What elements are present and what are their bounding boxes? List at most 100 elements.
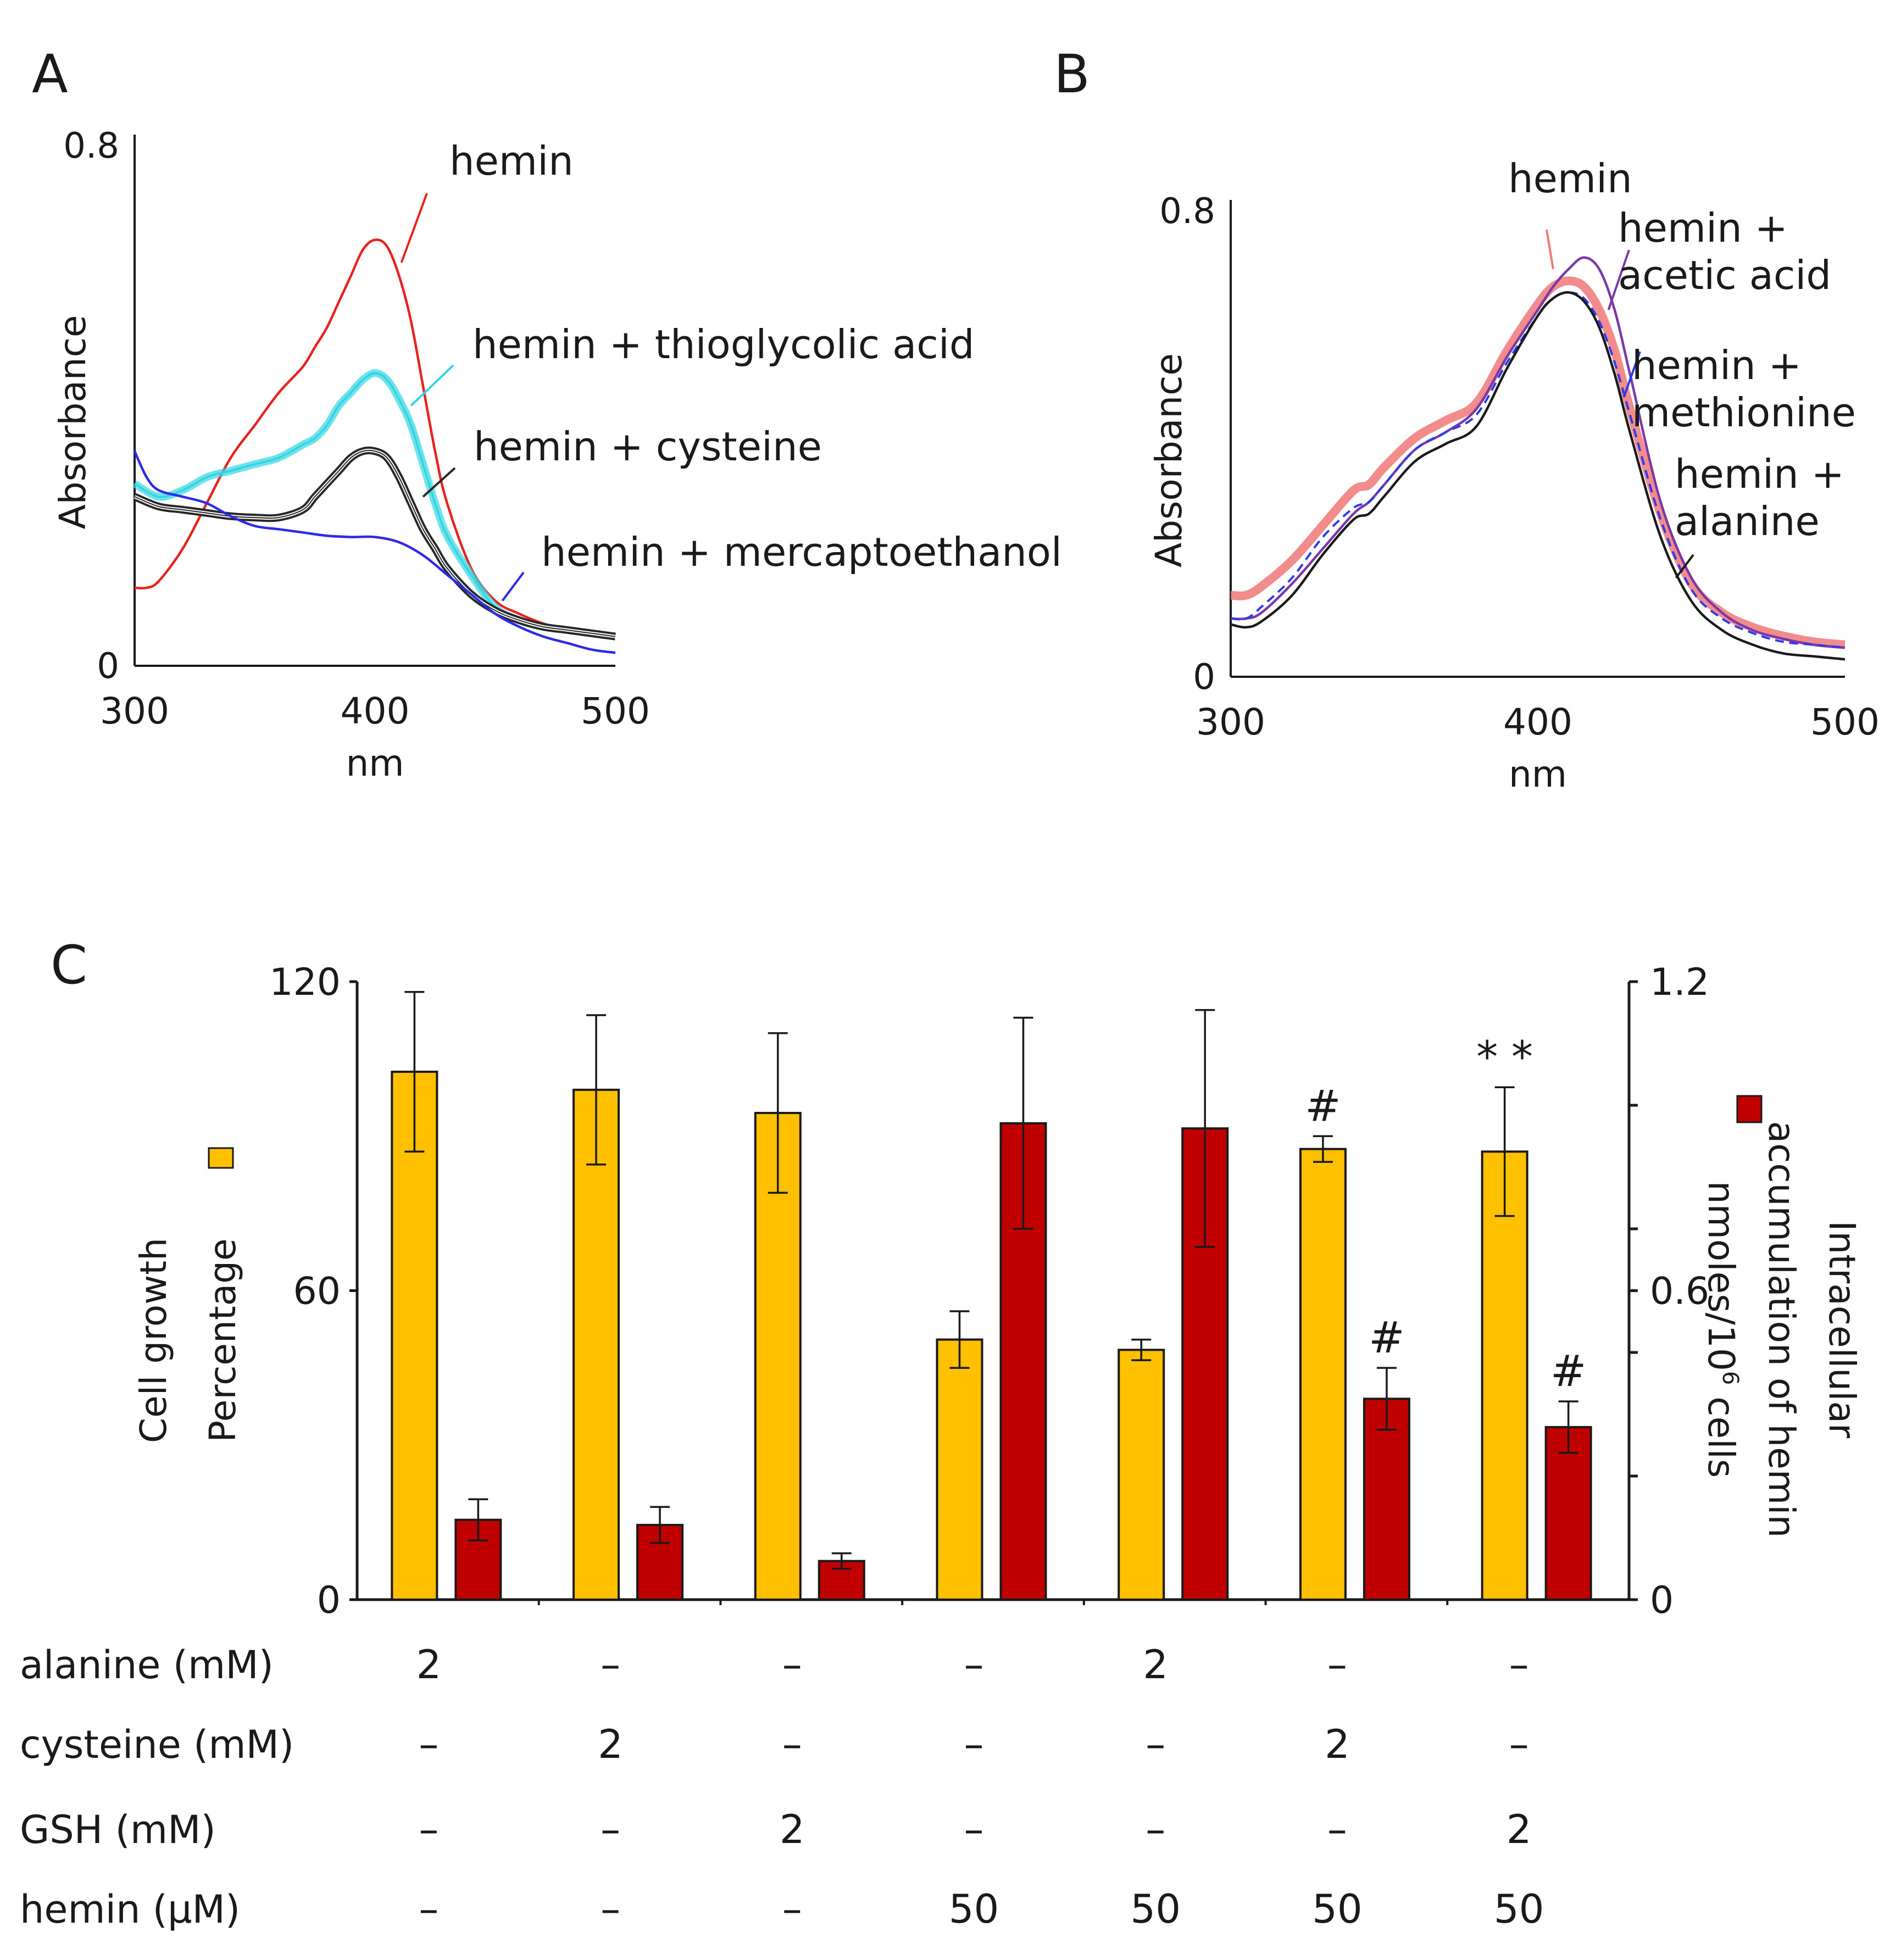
unit-text: cells [1700, 1385, 1742, 1478]
condition-value: 2 [780, 1806, 805, 1852]
y-axis-label-right-line: Intracellular [1821, 1221, 1863, 1439]
leader-line [1546, 229, 1554, 270]
leader-line [400, 193, 428, 263]
series-label: hemin [449, 138, 574, 184]
condition-value: – [782, 1886, 802, 1932]
condition-label: alanine (mM) [20, 1642, 274, 1688]
condition-value: – [419, 1886, 438, 1932]
series-label: alanine [1675, 498, 1820, 544]
x-tick-label: 400 [341, 690, 410, 732]
y-tick-label-left: 120 [269, 961, 341, 1004]
condition-value: 50 [949, 1886, 999, 1932]
condition-value: 50 [1312, 1886, 1363, 1932]
leader-line [422, 467, 456, 498]
condition-value: – [782, 1721, 802, 1767]
y-axis-label-right-line: accumulation of hemin [1760, 1121, 1803, 1538]
series-label: hemin + [1675, 451, 1844, 497]
condition-value: – [1146, 1721, 1165, 1767]
y-tick-label: 0.8 [63, 126, 119, 166]
leader-line [501, 571, 525, 602]
condition-value: 2 [598, 1721, 623, 1767]
leader-line [1607, 249, 1630, 310]
condition-value: – [419, 1806, 438, 1852]
condition-value: – [1146, 1806, 1165, 1852]
series-label: hemin + thioglycolic acid [472, 321, 975, 368]
series-label: acetic acid [1618, 252, 1831, 298]
condition-value: – [1327, 1806, 1347, 1852]
condition-value: – [1509, 1641, 1529, 1688]
condition-value: 2 [1143, 1641, 1168, 1688]
series-label: hemin [1508, 155, 1632, 202]
x-axis-label: nm [1509, 753, 1567, 795]
y-tick-label-left: 0 [317, 1579, 341, 1622]
series-line-hemin-mercaptoethanol [133, 450, 616, 654]
condition-value: 50 [1130, 1886, 1181, 1932]
y-tick-label-left: 60 [293, 1270, 341, 1313]
bar-cell-growth-percentage [1299, 1148, 1347, 1601]
y-tick-label-right: 1.2 [1650, 961, 1709, 1004]
panel-c: C 0 60 120 0 0.6 1.2 # # * * # Cell growth Percentag… [20, 934, 1863, 1932]
condition-label: cysteine (mM) [20, 1722, 294, 1767]
leader-line [410, 364, 454, 407]
y-axis-label-right: Intracellular accumulation of hemin nmoles… [1700, 1121, 1863, 1538]
y-tick-label-right: 0.6 [1650, 1270, 1709, 1313]
bar-cell-growth-percentage [391, 1071, 438, 1601]
condition-value: – [964, 1806, 984, 1852]
condition-value: – [419, 1721, 438, 1767]
x-tick-label: 300 [100, 690, 169, 732]
x-tick-label: 400 [1503, 701, 1572, 743]
significance-mark: # [1369, 1313, 1404, 1363]
series-line-hemin [134, 238, 616, 638]
panel-letter: C [51, 934, 87, 996]
y-tick-label: 0 [1193, 657, 1215, 698]
condition-value: – [601, 1641, 620, 1688]
y-tick-label: 0 [97, 646, 119, 687]
y-axis-label: Absorbance [1148, 353, 1190, 567]
y-axis-label-left: Percentage [202, 1238, 244, 1442]
series-line-hemin-cysteine [134, 449, 616, 637]
bar-cell-growth-percentage [1481, 1150, 1528, 1601]
significance-mark: # [1550, 1347, 1586, 1396]
condition-value: 2 [416, 1641, 441, 1688]
series-line-hemin [1230, 276, 1845, 649]
condition-label: GSH (mM) [20, 1807, 216, 1852]
condition-value: – [601, 1806, 620, 1852]
y-axis-label: Absorbance [52, 315, 94, 529]
bar-cell-growth-percentage [1118, 1349, 1165, 1601]
x-tick-label: 500 [1810, 701, 1880, 743]
panel-letter: A [32, 43, 68, 105]
y-tick-label-right: 0 [1650, 1579, 1674, 1622]
legend-swatch-growth [208, 1147, 234, 1169]
series-label: hemin + [1632, 342, 1802, 388]
bar-cell-growth-percentage [754, 1112, 802, 1601]
condition-value: – [1509, 1721, 1529, 1767]
bar-cell-growth-percentage [936, 1338, 983, 1601]
x-axis-label: nm [346, 742, 404, 784]
series-label: hemin + mercaptoethanol [541, 529, 1062, 575]
y-axis-label-right-line: nmoles/106 cells [1700, 1181, 1743, 1478]
series-label: hemin + cysteine [474, 424, 822, 470]
condition-value: – [782, 1641, 802, 1688]
x-tick-label: 300 [1196, 701, 1265, 743]
condition-value: – [1327, 1641, 1347, 1688]
series-label: hemin + [1618, 205, 1788, 251]
significance-mark: * * [1476, 1033, 1533, 1082]
series-label: methionine [1632, 389, 1856, 436]
y-axis-label-left: Cell growth [132, 1238, 175, 1443]
bar-intracellular-accumulation-of-hemin [1363, 1397, 1410, 1601]
panel-letter: B [1054, 43, 1090, 105]
series-line-hemin-alanine [1230, 291, 1845, 661]
condition-value: 2 [1325, 1721, 1350, 1767]
leader-line [1622, 351, 1641, 398]
bar-intracellular-accumulation-of-hemin [1544, 1426, 1592, 1601]
condition-value: 2 [1507, 1806, 1532, 1852]
panel-a: A 0 0.8 300 400 500 nm Absorbance hemin hemin + t… [32, 43, 1062, 784]
legend-swatch-hemin [1736, 1095, 1763, 1123]
condition-value: – [964, 1721, 984, 1767]
condition-value: – [964, 1641, 984, 1688]
leader-line [1675, 554, 1694, 579]
condition-value: 50 [1494, 1886, 1544, 1932]
condition-value: – [601, 1886, 620, 1932]
